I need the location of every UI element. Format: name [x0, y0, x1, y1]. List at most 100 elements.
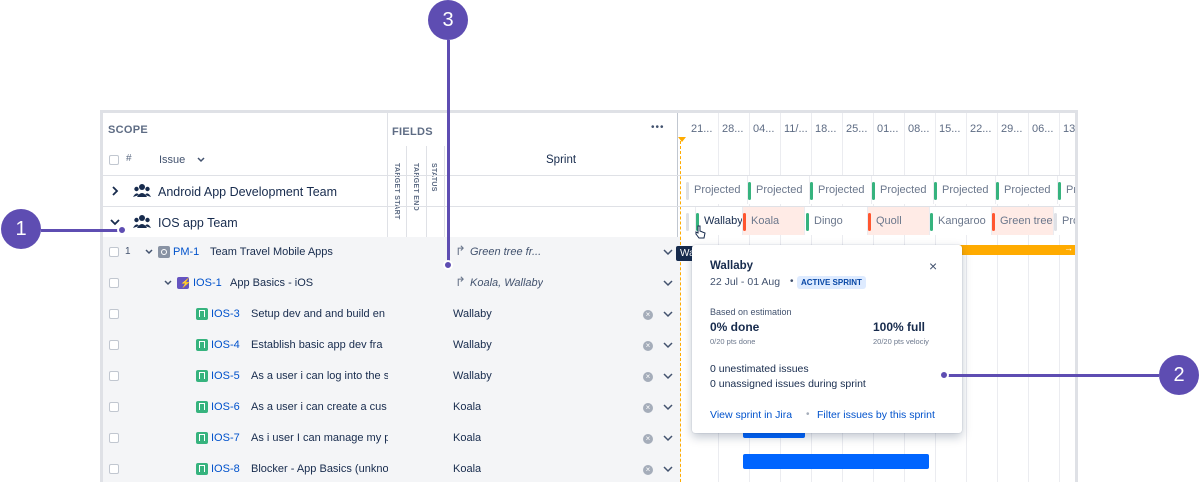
story-icon	[196, 463, 208, 475]
issue-header[interactable]: Issue	[159, 154, 186, 166]
team-row[interactable]: IOS app Team	[103, 206, 1075, 237]
story-icon	[196, 308, 208, 320]
sprint-box[interactable]: Projected	[872, 176, 934, 204]
chevron-right-icon[interactable]	[111, 186, 119, 196]
status-header: STATUS	[430, 163, 437, 192]
row-checkbox[interactable]	[109, 309, 119, 319]
date-header: 01...	[877, 123, 899, 135]
chevron-down-icon[interactable]	[164, 280, 172, 286]
sprint-value[interactable]: Green tree fr...	[470, 246, 542, 258]
issue-summary[interactable]: As i user I can manage my p	[251, 432, 388, 444]
team-row[interactable]: Android App Development Team	[103, 175, 1075, 206]
team-name: Android App Development Team	[158, 185, 338, 199]
issue-summary[interactable]: App Basics - iOS	[230, 277, 314, 289]
sprint-value[interactable]: Wallaby	[453, 308, 492, 320]
chevron-down-icon[interactable]	[663, 466, 673, 473]
chevron-down-icon[interactable]	[663, 249, 673, 256]
active-sprint-badge: ACTIVE SPRINT	[797, 276, 866, 289]
initiative-icon	[158, 246, 170, 258]
scope-header: SCOPE	[108, 124, 149, 136]
row-checkbox[interactable]	[109, 464, 119, 474]
filter-issues-link[interactable]: Filter issues by this sprint	[817, 409, 935, 421]
sprint-box[interactable]: Projected	[934, 176, 996, 204]
clear-icon[interactable]: ×	[643, 403, 653, 413]
sprint-box[interactable]: Projected	[686, 176, 748, 204]
done-points: 0/20 pts done	[710, 337, 756, 346]
chevron-down-icon[interactable]	[663, 404, 673, 411]
sprint-box[interactable]: Projected	[748, 176, 810, 204]
sprint-value[interactable]: Koala	[453, 432, 482, 444]
issue-summary[interactable]: As a user i can create a cus	[251, 401, 387, 413]
callout-line	[41, 229, 119, 232]
sprint-box-wallaby[interactable]: Wallaby	[696, 207, 743, 235]
row-checkbox[interactable]	[109, 340, 119, 350]
callout-dot	[939, 370, 949, 380]
issue-key[interactable]: IOS-8	[211, 463, 240, 475]
issue-summary[interactable]: Establish basic app dev fra	[251, 339, 383, 351]
sprint-box[interactable]: Dingo	[806, 207, 868, 235]
issue-bar[interactable]	[743, 454, 929, 469]
clear-icon[interactable]: ×	[643, 465, 653, 475]
callout-line	[447, 40, 450, 264]
row-checkbox[interactable]	[109, 402, 119, 412]
team-icon	[133, 184, 151, 197]
issue-key[interactable]: IOS-4	[211, 339, 240, 351]
issue-key[interactable]: IOS-5	[211, 370, 240, 382]
more-options-icon[interactable]: •••	[651, 122, 665, 133]
callout-dot	[443, 260, 453, 270]
sprint-box[interactable]: Projected	[996, 176, 1058, 204]
chevron-down-icon[interactable]	[663, 342, 673, 349]
sprint-value[interactable]: Wallaby	[453, 339, 492, 351]
issue-summary[interactable]: Setup dev and and build en	[251, 308, 385, 320]
date-header: 22...	[970, 123, 992, 135]
unestimated-issues: 0 unestimated issues	[710, 363, 809, 375]
sprint-box[interactable]: Green tree	[992, 207, 1054, 235]
sprint-box[interactable]: Kangaroo	[930, 207, 992, 235]
date-header: 15...	[939, 123, 961, 135]
row-checkbox[interactable]	[109, 433, 119, 443]
chevron-down-icon[interactable]	[663, 435, 673, 442]
view-sprint-link[interactable]: View sprint in Jira	[710, 409, 793, 421]
date-header: 04...	[753, 123, 775, 135]
row-checkbox[interactable]	[109, 247, 119, 257]
target-start-header: TARGET START	[393, 163, 400, 220]
sprint-box[interactable]: Quoll	[868, 207, 930, 235]
dot-separator: •	[790, 276, 794, 287]
issue-summary[interactable]: Blocker - App Basics (unkno	[251, 463, 388, 475]
clear-icon[interactable]: ×	[643, 310, 653, 320]
issue-key[interactable]: IOS-3	[211, 308, 240, 320]
row-checkbox[interactable]	[109, 371, 119, 381]
row-checkbox[interactable]	[109, 278, 119, 288]
select-all-checkbox[interactable]	[109, 155, 119, 165]
issue-key[interactable]: IOS-7	[211, 432, 240, 444]
sprint-box[interactable]: Koala	[743, 207, 805, 235]
chevron-down-icon[interactable]	[663, 280, 673, 287]
clear-icon[interactable]: ×	[643, 372, 653, 382]
sprint-box[interactable]: Pr	[1058, 176, 1075, 204]
sprint-dates: 22 Jul - 01 Aug	[710, 276, 781, 288]
date-header: 21...	[691, 123, 713, 135]
date-header: 25...	[846, 123, 868, 135]
issue-key[interactable]: IOS-1	[193, 277, 222, 289]
sprint-value[interactable]: Koala, Wallaby	[470, 277, 544, 289]
close-icon[interactable]: ×	[929, 258, 938, 274]
sprint-box[interactable]: Projected	[810, 176, 872, 204]
issue-key[interactable]: IOS-6	[211, 401, 240, 413]
issue-summary[interactable]: As a user i can log into the s	[251, 370, 388, 382]
hand-cursor-icon	[695, 225, 706, 239]
sprint-value[interactable]: Koala	[453, 463, 482, 475]
chevron-down-icon[interactable]	[663, 373, 673, 380]
chevron-down-icon[interactable]	[145, 249, 153, 255]
rank-number: 1	[125, 246, 131, 257]
clear-icon[interactable]: ×	[643, 341, 653, 351]
chevron-down-icon[interactable]	[110, 218, 120, 226]
clear-icon[interactable]: ×	[643, 434, 653, 444]
sprint-box[interactable]: Pro	[1054, 207, 1075, 235]
sprint-value[interactable]: Koala	[453, 401, 482, 413]
sprint-box[interactable]	[686, 207, 696, 235]
issue-key[interactable]: PM-1	[173, 246, 200, 258]
sprint-value[interactable]: Wallaby	[453, 370, 492, 382]
issue-summary[interactable]: Team Travel Mobile Apps	[210, 246, 333, 258]
chevron-down-icon[interactable]	[663, 311, 673, 318]
chevron-down-icon[interactable]	[197, 157, 205, 163]
